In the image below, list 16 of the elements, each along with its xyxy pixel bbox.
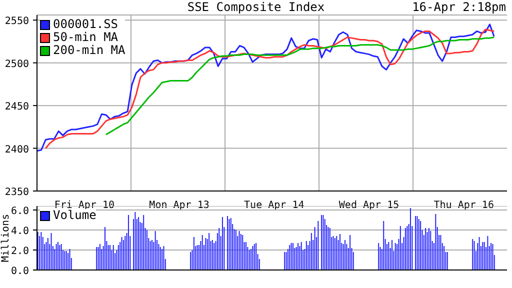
y-tick-label: 2450 bbox=[4, 102, 29, 113]
chart-title: SSE Composite Index bbox=[187, 0, 325, 14]
y-tick-label: 4.0 bbox=[10, 226, 29, 237]
y-tick-label: 2550 bbox=[4, 16, 29, 28]
y-tick-label: 6.0 bbox=[10, 206, 29, 217]
legend-label: 000001.SS bbox=[53, 17, 118, 31]
y-tick-label: 2350 bbox=[4, 187, 29, 198]
y-tick-label: 2400 bbox=[4, 144, 29, 156]
y-tick-label: 2.0 bbox=[10, 246, 29, 257]
legend-label: 50-min MA bbox=[53, 30, 118, 44]
y-tick-label: 0.0 bbox=[10, 266, 29, 277]
y-axis-title: Millions bbox=[0, 214, 12, 262]
chart-subtitle: 16-Apr 2:18pm bbox=[412, 0, 506, 14]
legend-label: Volume bbox=[53, 208, 96, 222]
y-tick-label: 2500 bbox=[4, 58, 29, 70]
legend-label: 200-min MA bbox=[53, 43, 126, 57]
